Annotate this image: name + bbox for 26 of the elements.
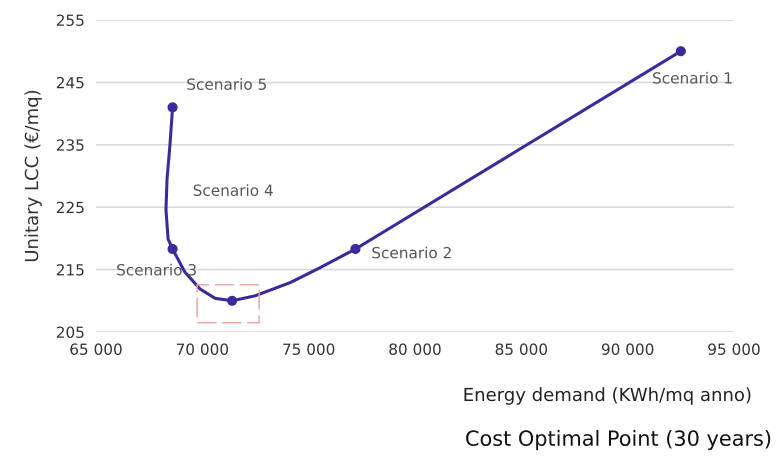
x-tick-label: 65 000 xyxy=(70,343,122,355)
y-tick-label: 225 xyxy=(56,202,84,214)
point xyxy=(167,244,178,254)
point xyxy=(676,46,686,56)
x-axis-title: Energy demand (KWh/mq anno) xyxy=(464,387,750,405)
x-tick-label: 80 000 xyxy=(389,343,441,355)
y-tick-label: 255 xyxy=(56,14,84,26)
x-tick-label: 75 000 xyxy=(283,343,334,355)
y-tick-label: 215 xyxy=(56,264,84,276)
x-tick-label: 70 000 xyxy=(176,343,228,355)
y-tick-label: 235 xyxy=(56,139,84,151)
annotation: Scenario 3 xyxy=(117,264,196,276)
annotation: Scenario 4 xyxy=(194,184,273,196)
text: Cost Optimal Point (30 years) xyxy=(466,430,770,450)
y-tick-label: 245 xyxy=(56,76,84,88)
point xyxy=(227,296,238,306)
x-tick-label: 95 000 xyxy=(708,343,760,355)
annotation: Scenario 2 xyxy=(372,246,451,258)
annotation: Scenario 1 xyxy=(653,72,732,84)
y-tick-label: 205 xyxy=(56,326,84,338)
point xyxy=(350,244,361,254)
annotation: Scenario 5 xyxy=(187,78,266,90)
x-tick-label: 85 000 xyxy=(496,343,548,355)
x-tick-label: 90 000 xyxy=(602,343,654,355)
point xyxy=(167,102,178,112)
y-axis-title: Unitary LCC (€/mq) xyxy=(24,90,42,262)
